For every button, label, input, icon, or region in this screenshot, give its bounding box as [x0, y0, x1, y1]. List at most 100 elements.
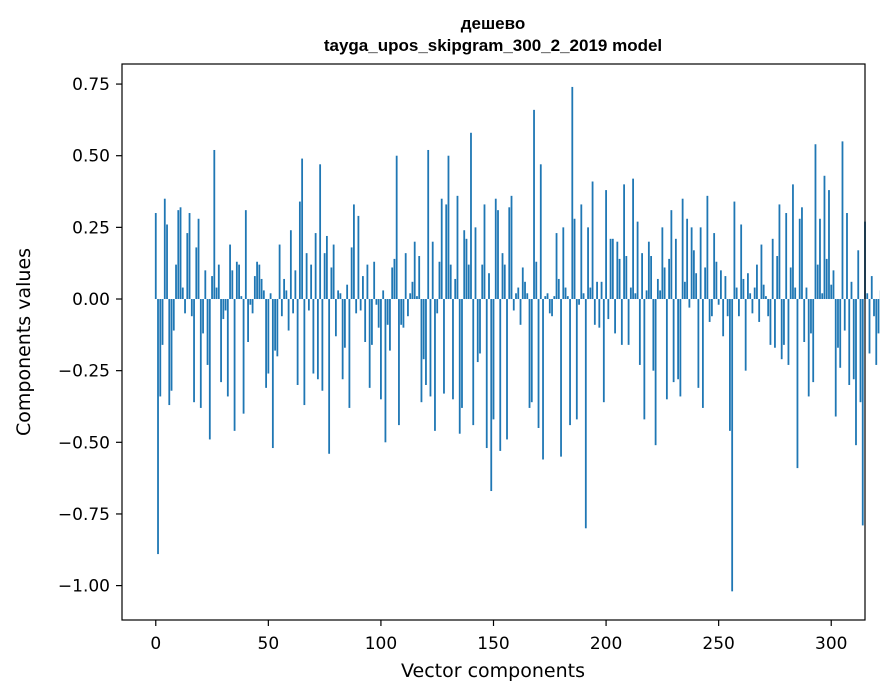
bar [765, 296, 767, 300]
bar [271, 299, 274, 449]
bar [512, 299, 515, 311]
bar [334, 299, 337, 337]
bar [479, 299, 481, 354]
bar [440, 198, 443, 300]
bar [260, 278, 263, 300]
bar [443, 299, 445, 394]
bar [195, 247, 198, 300]
bar [330, 267, 333, 300]
bar [476, 299, 479, 363]
bar [706, 195, 709, 300]
bar [434, 299, 436, 431]
bar [825, 258, 828, 300]
bar [485, 299, 488, 449]
bar [834, 299, 837, 417]
bar [456, 195, 459, 300]
bar [226, 299, 229, 397]
bar [418, 256, 421, 300]
bar [659, 290, 662, 300]
bar [391, 267, 394, 300]
bar [416, 296, 418, 300]
bar [593, 299, 596, 325]
bar [792, 184, 794, 300]
bar [208, 299, 211, 440]
bar [204, 270, 207, 300]
bar [497, 210, 499, 300]
bar [566, 296, 569, 300]
bar [614, 299, 616, 334]
bar [470, 132, 472, 300]
bar [729, 299, 731, 431]
chart-title: дешево [461, 14, 525, 33]
bar [794, 287, 797, 300]
bar [278, 244, 281, 300]
bar [683, 281, 686, 300]
bar [474, 227, 477, 300]
bar [832, 270, 835, 300]
bar [738, 299, 740, 317]
bar [686, 218, 689, 300]
bar [674, 238, 677, 300]
bar [753, 287, 756, 300]
bar [679, 299, 682, 397]
bar [431, 241, 434, 300]
bar [454, 278, 457, 300]
bar [645, 290, 648, 300]
bar [519, 299, 522, 325]
bar [269, 293, 272, 300]
bar [681, 198, 684, 300]
bar [508, 207, 511, 300]
bar [652, 299, 655, 371]
bar [251, 299, 254, 314]
bar [760, 244, 763, 300]
bar [600, 281, 603, 300]
bar [708, 299, 711, 322]
x-tick-label: 100 [365, 634, 397, 654]
bar [319, 164, 322, 300]
bar [701, 299, 704, 408]
bar [515, 293, 517, 300]
bar [199, 299, 202, 408]
bar [292, 299, 295, 314]
bar [564, 287, 567, 300]
bar [733, 201, 736, 300]
bar [841, 141, 844, 300]
bar [632, 178, 634, 300]
bar [859, 299, 862, 403]
y-axis: 0.75 0.50 0.25 0.00 −0.25 −0.50 −0.75 −1.00 [58, 75, 122, 597]
bar [812, 299, 815, 383]
bar [861, 299, 864, 526]
bar [656, 278, 659, 300]
bar [731, 299, 734, 592]
bar [193, 299, 195, 403]
bar [389, 299, 391, 351]
bar [159, 299, 162, 397]
bar [724, 276, 727, 300]
bar [542, 299, 544, 460]
bar [810, 299, 812, 334]
bar [722, 299, 725, 337]
bar [742, 278, 745, 300]
bar [819, 218, 821, 300]
bar [280, 299, 283, 317]
bar [382, 290, 385, 300]
bar [222, 299, 225, 320]
bar [307, 299, 310, 311]
x-tick-label: 0 [150, 634, 161, 654]
bar [233, 299, 236, 431]
bar [726, 299, 729, 317]
bar [384, 299, 387, 443]
bar [873, 299, 875, 317]
bar [596, 281, 598, 300]
bar [217, 264, 220, 300]
bar [186, 233, 189, 300]
bar [837, 299, 839, 348]
bar [242, 299, 245, 414]
bar [359, 299, 362, 311]
bar [814, 144, 817, 300]
bar [224, 299, 227, 311]
bar [776, 256, 779, 300]
bar [488, 273, 490, 300]
bar [420, 299, 423, 403]
bar [537, 299, 540, 428]
